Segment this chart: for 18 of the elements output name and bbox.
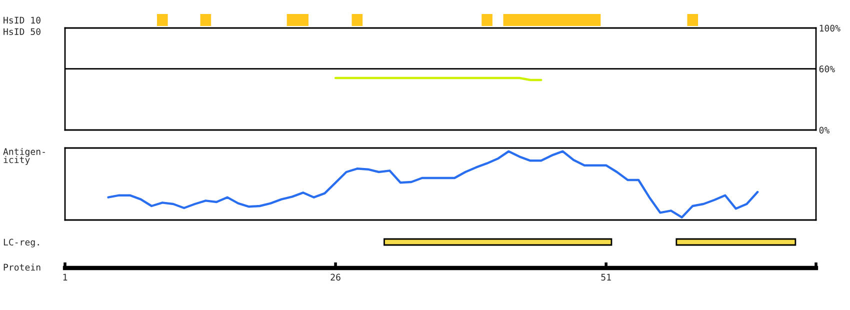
bar: [482, 14, 492, 26]
x-tick-label: 26: [330, 274, 340, 281]
bar: [156, 14, 168, 26]
y-tick-label: 100%: [820, 24, 840, 32]
y-tick-label: LC-reg.: [4, 238, 39, 248]
bar: [286, 14, 308, 26]
x-tick-label: 1: [63, 274, 68, 280]
x-axis-title: Protein: [4, 264, 40, 271]
bar: [503, 14, 601, 26]
bar: [687, 14, 698, 26]
y-tick-label: 60%: [819, 66, 835, 72]
y-axis-title: HsID 50: [4, 28, 40, 36]
y-axis-title: Antigen- icity: [3, 148, 45, 165]
bar: [200, 14, 212, 26]
bar: [352, 14, 363, 26]
y-tick-label: 0%: [819, 126, 830, 134]
x-tick-label: 51: [601, 274, 611, 281]
y-tick-label: HsID 10: [4, 16, 40, 24]
